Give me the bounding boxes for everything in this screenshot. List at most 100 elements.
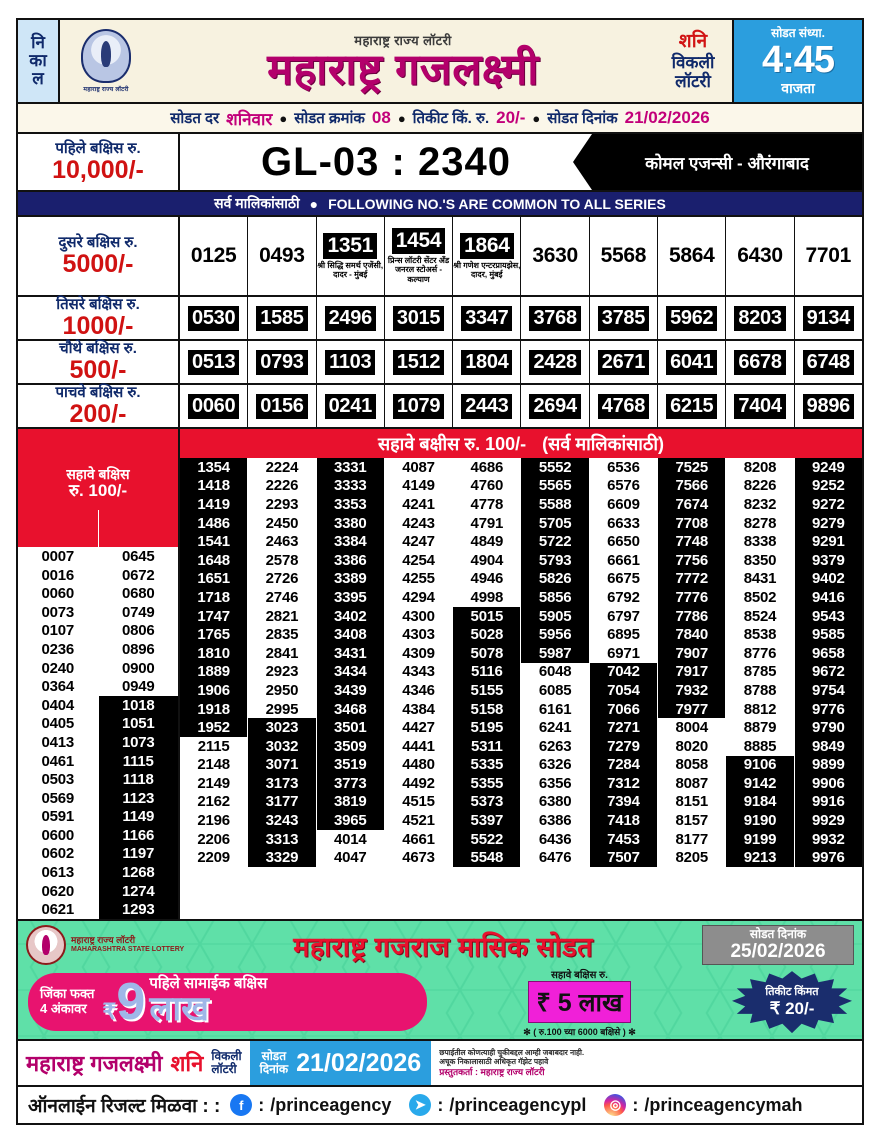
sixth-prize-number: 3023 xyxy=(248,718,316,737)
sixth-prize-number: 8278 xyxy=(726,513,794,533)
sixth-prize-number: 1197 xyxy=(98,844,178,864)
sixth-prize-number: 5905 xyxy=(521,606,589,626)
promo-win-line2: 4 अंकावर xyxy=(40,1001,87,1017)
promo-logo-text: महाराष्ट्र राज्य लॉटरी MAHARASHTRA STATE… xyxy=(71,935,184,954)
social-link[interactable]: ➤:/princeagencypl xyxy=(409,1094,587,1117)
promo-sixth-amount: ₹ 5 लाख xyxy=(527,980,632,1023)
draw-day-label: सोडत दर xyxy=(170,110,220,127)
telegram-icon[interactable]: ➤ xyxy=(409,1094,432,1117)
sixth-prize-number: 4441 xyxy=(384,736,453,756)
sixth-prize-number: 9899 xyxy=(794,755,862,775)
sixth-prize-column: 4686 4760 4778 4791 4849 4904 4946 4998 5015 5028… xyxy=(453,458,522,920)
sixth-prize-number: 3032 xyxy=(248,736,316,756)
prize-amount: 1000/- xyxy=(62,311,134,340)
sixth-prize-number: 4760 xyxy=(453,476,521,496)
prize-number-cell: 5864 xyxy=(658,217,727,295)
prize-number: 0513 xyxy=(188,349,240,375)
sixth-prize-number: 2162 xyxy=(180,792,248,812)
social-handle[interactable]: /princeagencypl xyxy=(449,1094,587,1115)
sixth-prize-number: 7279 xyxy=(589,736,658,756)
prize-number: 1079 xyxy=(392,393,445,419)
sixth-prize-number: 3071 xyxy=(248,755,316,775)
sixth-prize-number: 0107 xyxy=(18,621,98,641)
prize-label-cell: दुसरे बक्षिस रु. 5000/- xyxy=(18,217,180,295)
sixth-prize-number: 3773 xyxy=(316,774,384,793)
sixth-prize-number: 0749 xyxy=(98,602,178,622)
weekly-day: शनि xyxy=(678,31,708,53)
sixth-prize-number: 9585 xyxy=(794,625,862,644)
sixth-prize-number: 2726 xyxy=(248,569,316,589)
instagram-icon[interactable]: ◎ xyxy=(604,1094,627,1117)
sixth-prize-number: 9249 xyxy=(794,458,862,477)
nikal-char-3: ल xyxy=(32,68,44,88)
prize-number-cell: 3015 xyxy=(385,297,454,339)
prize-number: 0493 xyxy=(259,244,305,267)
prize-number: 2443 xyxy=(461,393,513,419)
sixth-prize-number: 8058 xyxy=(658,755,726,775)
sixth-prize-number: 7907 xyxy=(658,643,726,663)
sixth-prize-number: 2995 xyxy=(248,699,316,719)
sixth-prize-number: 5793 xyxy=(521,550,589,570)
sixth-prize-number: 0621 xyxy=(18,900,98,920)
sixth-prize-number: 1918 xyxy=(180,699,248,719)
sixth-prize-number: 4149 xyxy=(384,476,453,496)
sixth-prize-number: 7840 xyxy=(658,625,726,644)
social-handle[interactable]: /princeagencymah xyxy=(644,1094,803,1115)
prize-number: 0793 xyxy=(256,349,308,375)
footer-date-label-l1: सोडत xyxy=(261,1048,287,1063)
prize-number-cell: 0513 xyxy=(180,341,249,383)
common-series-marathi: सर्व मालिकांसाठी xyxy=(214,195,300,211)
prize-number: 3768 xyxy=(529,305,581,331)
promo-win-line1: जिंका फक्त xyxy=(40,986,95,1002)
sixth-prize-number: 6326 xyxy=(521,755,589,775)
social-handle[interactable]: /princeagency xyxy=(270,1094,392,1115)
bullet-icon: ● xyxy=(279,110,288,126)
prize-number-cell: 2671 xyxy=(590,341,659,383)
sixth-prize-number: 2746 xyxy=(248,588,316,607)
common-series-bar: सर्व मालिकांसाठी ● FOLLOWING NO.'S ARE C… xyxy=(18,192,862,217)
sixth-prize-number: 2206 xyxy=(180,829,248,849)
facebook-icon[interactable]: f xyxy=(230,1094,253,1117)
sixth-prize-number: 5705 xyxy=(521,513,589,533)
promo-nine: ₹9 xyxy=(102,972,145,1032)
sixth-prize-number: 0680 xyxy=(98,584,178,603)
sixth-prize-number: 8151 xyxy=(658,792,726,812)
sixth-prize-column: 5552 5565 5588 5705 5722 5793 5826 5856 5905 5956… xyxy=(521,458,590,920)
sixth-prize-number: 2450 xyxy=(248,513,316,533)
sixth-prize-number: 3468 xyxy=(316,699,384,719)
sixth-prize-number: 5722 xyxy=(521,532,589,551)
social-link[interactable]: f:/princeagency xyxy=(230,1094,392,1117)
prize-number-cell: 0493 xyxy=(248,217,317,295)
prize-number-cell: 3630 xyxy=(521,217,590,295)
sixth-prize-number: 5956 xyxy=(521,625,589,644)
sixth-prize-number: 5397 xyxy=(453,811,521,830)
sixth-prize-number: 5311 xyxy=(453,736,521,756)
prize-number: 3785 xyxy=(597,305,650,331)
sixth-prize-number: 9190 xyxy=(726,811,794,830)
prize-number-cell: 2496 xyxy=(317,297,385,339)
social-link[interactable]: ◎:/princeagencymah xyxy=(604,1094,803,1117)
sixth-prize-number: 3395 xyxy=(316,588,384,607)
sixth-prize-number: 5116 xyxy=(453,662,521,682)
sixth-prize-number: 6797 xyxy=(589,606,658,626)
sixth-prize-number: 2115 xyxy=(180,736,248,756)
promo-date-label: सोडत दिनांक xyxy=(749,926,807,941)
prize-number: 2671 xyxy=(597,349,650,375)
sixth-prize-number: 1354 xyxy=(180,458,248,477)
sixth-prize-number: 9543 xyxy=(794,606,862,626)
sixth-prize-number: 5826 xyxy=(521,569,589,589)
prize-number: 8203 xyxy=(734,305,786,331)
sixth-prize-number: 5552 xyxy=(521,458,589,477)
sixth-prize-column: 7525 7566 7674 7708 7748 7756 7772 7776 7786 7840… xyxy=(658,458,727,920)
footer-weekly-line2: लॉटरी xyxy=(211,1062,237,1077)
footer-brand-row: महाराष्ट्र गजलक्ष्मी शनि विकली लॉटरी सोड… xyxy=(18,1041,862,1088)
sixth-prize-number: 3329 xyxy=(248,848,316,868)
sixth-prize-number: 1648 xyxy=(180,550,248,570)
prize-number-cell: 7701 xyxy=(795,217,862,295)
sixth-prize-number: 1166 xyxy=(98,826,178,845)
sixth-prize-number: 8879 xyxy=(726,718,794,737)
prize-number-cell: 1079 xyxy=(385,385,454,427)
sixth-prize-number: 6661 xyxy=(589,550,658,570)
sixth-prize-column: 4087 4149 4241 4243 4247 4254 4255 4294 4300 4303… xyxy=(384,458,454,920)
